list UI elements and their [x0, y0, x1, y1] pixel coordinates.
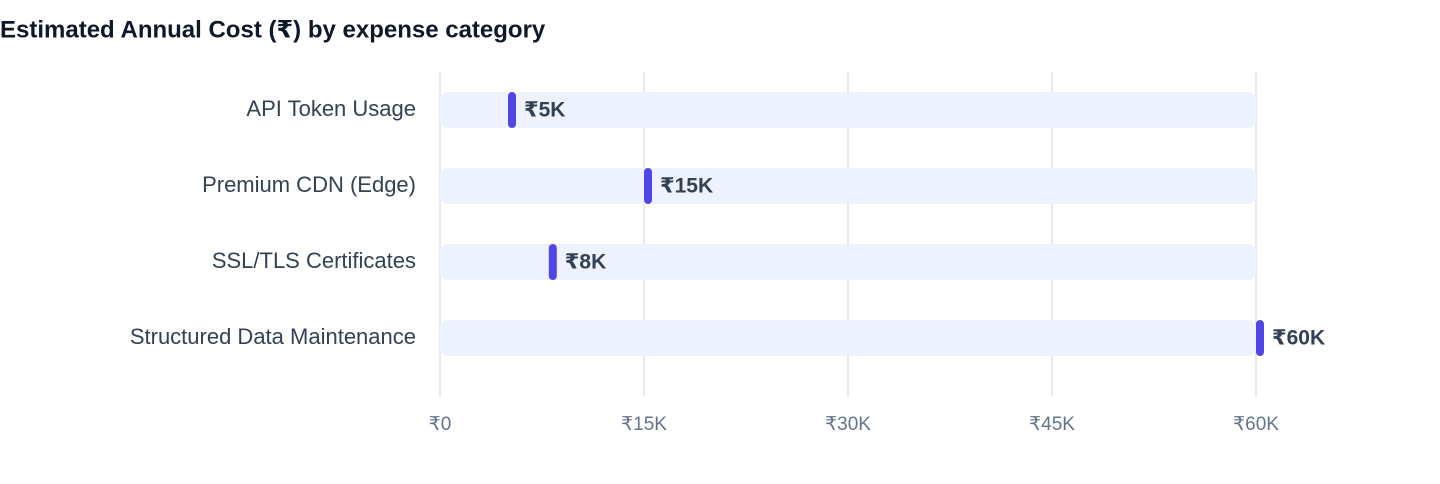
bar-marker	[1256, 320, 1264, 356]
x-tick-label: ₹0	[429, 414, 452, 435]
value-label: ₹15K	[660, 175, 713, 198]
bar-marker	[508, 92, 516, 128]
value-label: ₹5K	[524, 99, 565, 122]
value-label: ₹60K	[1272, 327, 1325, 350]
x-tick-label: ₹15K	[621, 414, 667, 435]
bar-track	[440, 168, 1256, 204]
value-label: ₹8K	[565, 251, 606, 274]
x-tick-label: ₹60K	[1233, 414, 1279, 435]
bar-track	[440, 244, 1256, 280]
bar-track	[440, 92, 1256, 128]
x-tick-label: ₹45K	[1029, 414, 1075, 435]
y-tick-label: Premium CDN (Edge)	[202, 172, 416, 197]
bar-track	[440, 320, 1256, 356]
y-tick-label: API Token Usage	[246, 96, 416, 121]
x-tick-label: ₹30K	[825, 414, 871, 435]
chart-title: Estimated Annual Cost (₹) by expense cat…	[0, 16, 546, 43]
y-tick-label: SSL/TLS Certificates	[212, 248, 416, 273]
bar-marker	[644, 168, 652, 204]
y-tick-label: Structured Data Maintenance	[130, 324, 416, 349]
bar-marker	[548, 244, 557, 280]
